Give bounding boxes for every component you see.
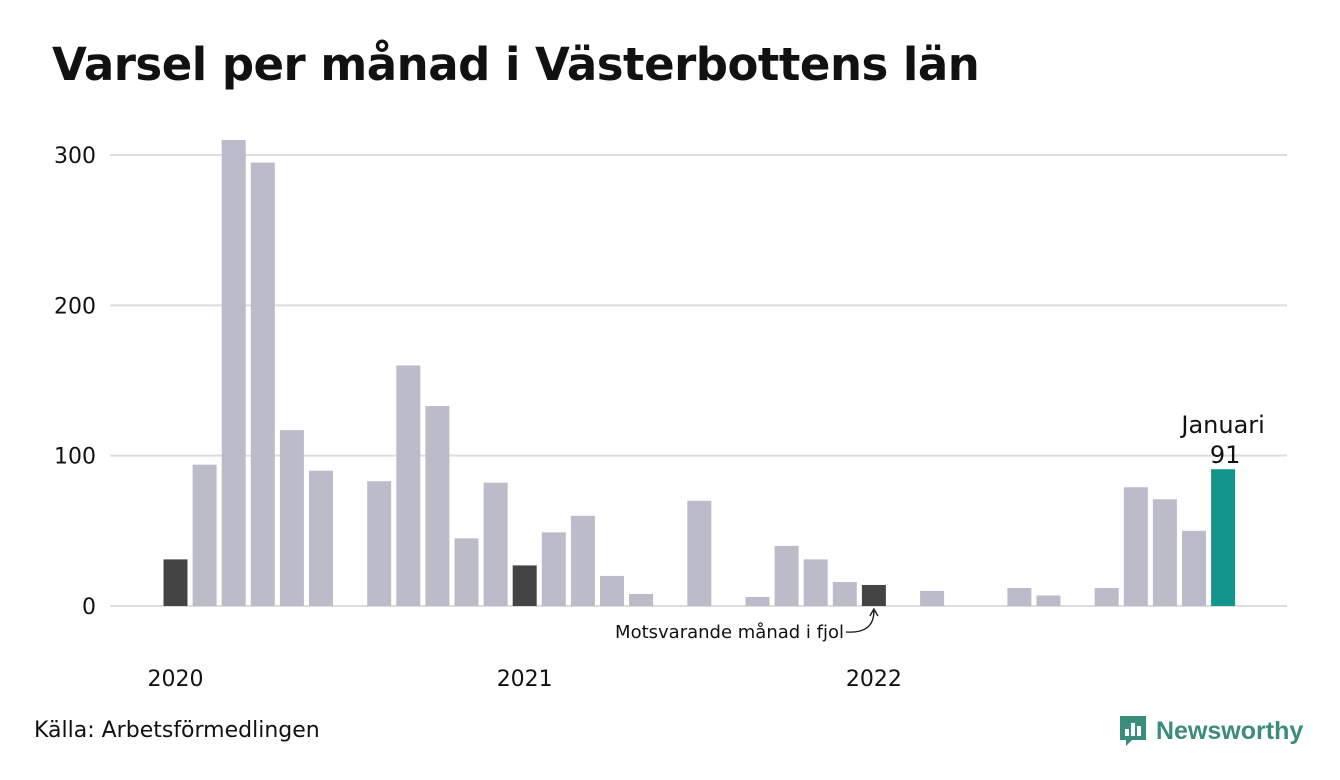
bar-2020-04	[250, 162, 275, 606]
bar-2021-10	[774, 545, 799, 606]
y-tick-label: 300	[54, 144, 96, 169]
y-tick-label: 200	[54, 294, 96, 319]
bar-2021-04	[600, 575, 624, 606]
bar-2022-09	[1094, 587, 1119, 606]
x-year-label: 2021	[497, 667, 553, 692]
y-tick-label: 0	[82, 595, 96, 620]
bar-2021-03	[570, 515, 595, 606]
bar-2021-11	[803, 559, 828, 606]
bar-2022-06	[1007, 587, 1032, 606]
bar-2020-03	[221, 140, 246, 606]
bar-2021-07	[687, 500, 712, 606]
bar-2022-11	[1152, 499, 1177, 606]
bar-2020-06	[309, 470, 333, 606]
bar-2020-09	[396, 365, 421, 606]
bar-2022-10	[1123, 487, 1148, 606]
bar-2020-02	[192, 464, 217, 606]
current-month-label: Januari	[1179, 411, 1264, 439]
bars	[163, 140, 1236, 606]
y-tick-label: 100	[54, 445, 96, 470]
newsworthy-logo-icon	[1120, 716, 1146, 746]
bar-2021-09	[745, 596, 770, 606]
bar-2020-05	[279, 430, 304, 606]
brand-logo: Newsworthy	[1118, 714, 1303, 748]
bar-2020-10	[425, 406, 450, 606]
bar-2022-03	[920, 590, 945, 606]
bar-2020-08	[367, 481, 392, 606]
bar-2021-02	[541, 532, 566, 606]
bar-2021-01	[512, 565, 537, 606]
annotation-text: Motsvarande månad i fjol	[615, 622, 844, 643]
bar-2020-11	[454, 538, 479, 606]
bar-2022-01	[861, 584, 886, 606]
bar-2020-12	[483, 482, 508, 606]
annotation-arrowhead	[869, 607, 879, 617]
annotation-arrow	[845, 610, 875, 633]
bar-2021-05	[629, 593, 654, 606]
x-axis-year-labels: 2020 2021 2022	[148, 667, 902, 692]
x-year-label: 2022	[846, 667, 902, 692]
bar-2022-07	[1036, 595, 1061, 606]
current-value-label: 91	[1210, 441, 1241, 469]
bar-2021-12	[832, 581, 857, 606]
source-note: Källa: Arbetsförmedlingen	[34, 718, 320, 743]
bar-2022-12	[1182, 530, 1206, 606]
bar-2020-01	[163, 559, 188, 606]
brand-name: Newsworthy	[1156, 716, 1304, 745]
x-year-label: 2020	[148, 667, 204, 692]
y-axis-ticks: 0 100 200 300	[54, 144, 96, 620]
chart-title: Varsel per månad i Västerbottens län	[52, 38, 980, 91]
gridlines	[110, 154, 1287, 607]
bar-2023-01	[1211, 469, 1236, 606]
